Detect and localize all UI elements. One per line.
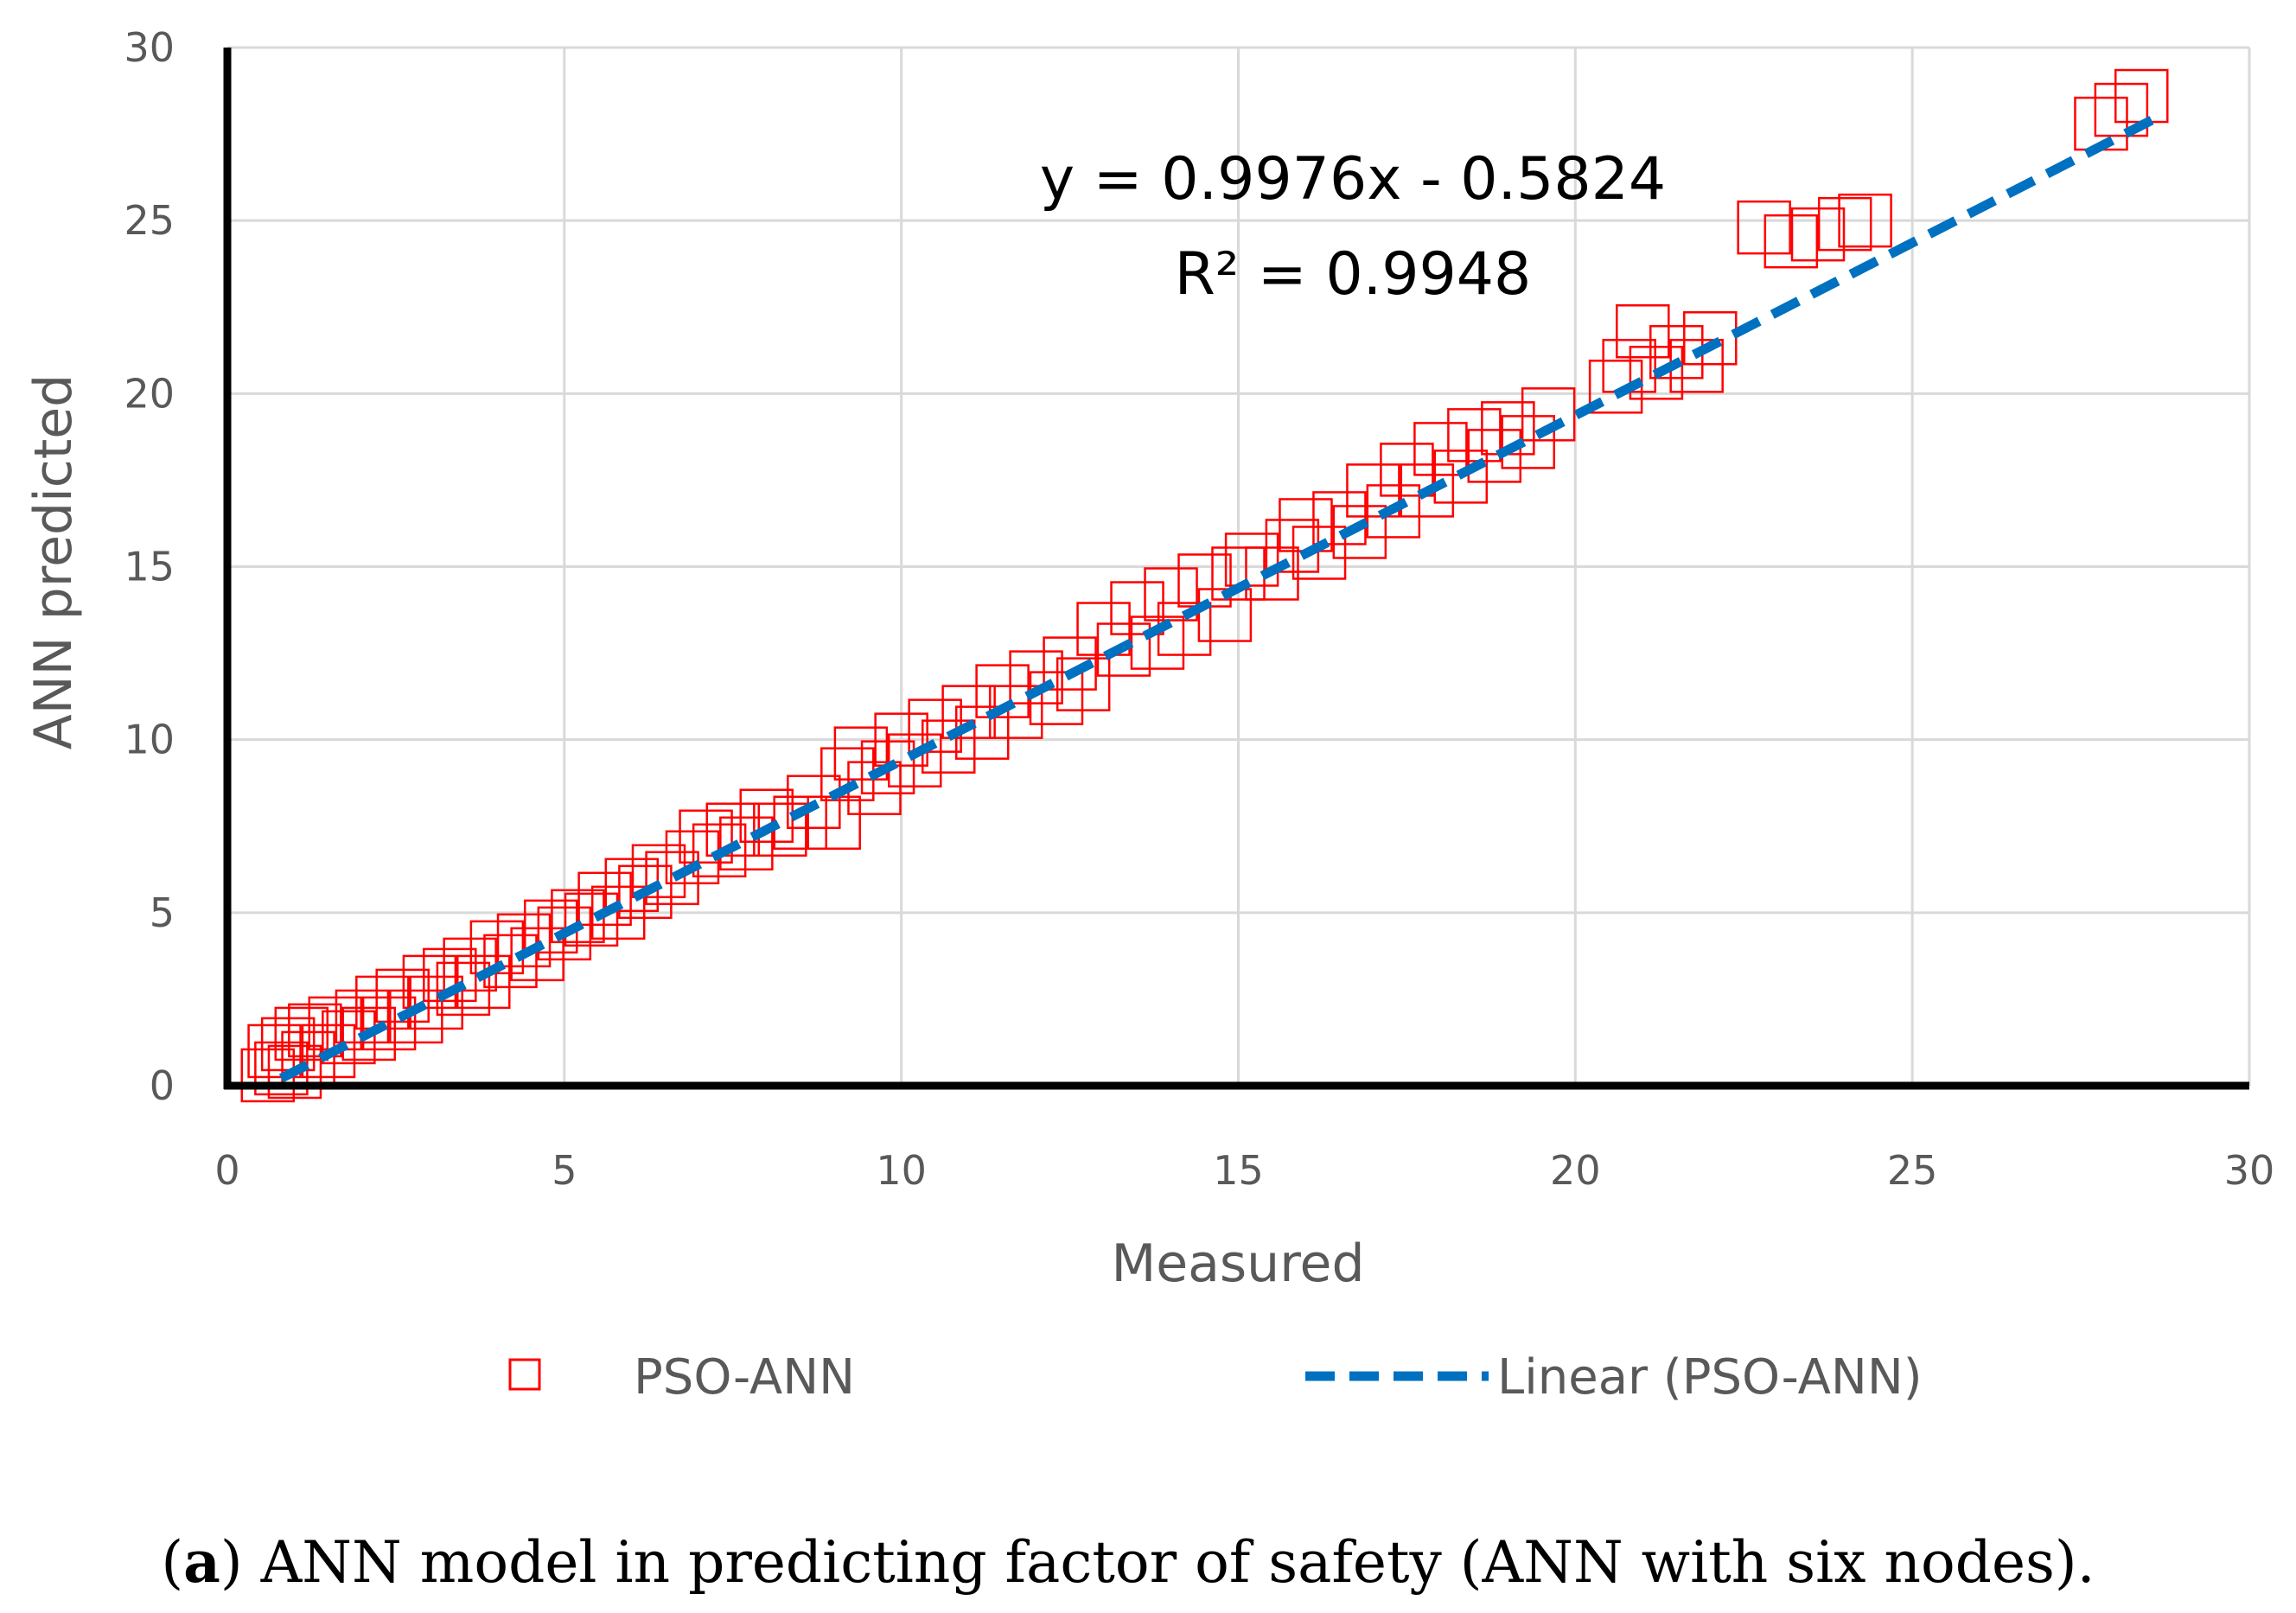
figure-caption: (a) ANN model in predicting factor of sa… [161, 1528, 2095, 1596]
data-point-64 [1096, 622, 1151, 677]
x-tick-label-3: 15 [1213, 1147, 1264, 1194]
data-point-51 [874, 712, 928, 767]
data-point-8 [301, 1023, 356, 1079]
data-point-20 [436, 961, 491, 1017]
x-tick-label-2: 10 [876, 1147, 927, 1194]
data-point-16 [389, 989, 443, 1044]
data-point-93 [1629, 346, 1684, 400]
data-point-4 [267, 1044, 322, 1100]
y-tick-labels: 0 5 10 15 20 25 30 [124, 24, 175, 1109]
x-axis-title: Measured [1111, 1234, 1364, 1294]
data-point-72 [1224, 532, 1279, 587]
y-tick-label-6: 30 [124, 24, 175, 71]
data-point-101 [1838, 193, 1892, 248]
data-point-88 [1501, 415, 1556, 469]
y-tick-label-3: 15 [124, 544, 175, 590]
trendline-equation: y = 0.9976x - 0.5824 [1040, 145, 1666, 214]
data-point-84 [1433, 449, 1489, 504]
data-point-80 [1366, 484, 1421, 539]
data-point-76 [1292, 526, 1347, 580]
data-point-73 [1245, 546, 1299, 601]
y-tick-label-2: 10 [124, 717, 175, 763]
data-point-10 [322, 1010, 376, 1065]
r-squared-label: R² = 0.9948 [1175, 240, 1532, 309]
data-point-36 [645, 851, 699, 906]
legend-label-linear: Linear (PSO-ANN) [1497, 1349, 1923, 1406]
data-point-19 [423, 947, 477, 1003]
data-point-83 [1413, 422, 1468, 476]
y-tick-label-5: 25 [124, 197, 175, 244]
data-point-77 [1312, 491, 1367, 545]
data-point-96 [1683, 311, 1738, 366]
y-tick-label-4: 20 [124, 370, 175, 417]
data-point-65 [1110, 581, 1164, 635]
data-point-81 [1380, 443, 1434, 497]
y-tick-label-0: 0 [150, 1062, 175, 1109]
data-point-43 [753, 802, 807, 858]
data-point-59 [1009, 650, 1063, 704]
data-point-85 [1447, 408, 1502, 462]
data-point-61 [1043, 636, 1097, 691]
x-tick-label-0: 0 [214, 1147, 239, 1194]
data-point-86 [1467, 429, 1522, 483]
data-point-92 [1616, 304, 1670, 359]
data-point-63 [1076, 602, 1131, 656]
data-point-78 [1332, 505, 1387, 559]
data-point-17 [402, 954, 457, 1010]
x-tick-label-1: 5 [552, 1147, 577, 1194]
legend-marker-pso-ann [508, 1358, 541, 1391]
x-tick-labels: 0 5 10 15 20 25 30 [214, 1147, 2274, 1194]
data-point-41 [719, 816, 774, 871]
data-point-12 [341, 1006, 396, 1062]
data-point-103 [2094, 82, 2149, 137]
data-point-82 [1400, 463, 1455, 518]
y-axis-title: ANN predicted [23, 374, 84, 750]
x-tick-label-4: 20 [1550, 1147, 1601, 1194]
data-point-62 [1056, 657, 1111, 711]
data-point-89 [1521, 387, 1576, 442]
data-point-100 [1817, 196, 1872, 252]
legend-label-pso-ann: PSO-ANN [634, 1349, 855, 1406]
x-tick-label-5: 25 [1887, 1147, 1938, 1194]
data-point-70 [1197, 588, 1253, 642]
caption-label: a [183, 1528, 220, 1596]
data-point-67 [1144, 567, 1198, 622]
data-point-7 [288, 1003, 342, 1058]
data-point-79 [1346, 463, 1400, 518]
legend: PSO-ANN Linear (PSO-ANN) [508, 1349, 1923, 1406]
y-tick-label-1: 5 [150, 889, 175, 936]
data-point-45 [787, 775, 841, 829]
caption-text: ANN model in predicting factor of safety… [243, 1529, 2095, 1596]
x-tick-label-6: 30 [2224, 1147, 2275, 1194]
data-point-104 [2114, 68, 2169, 124]
data-point-52 [888, 733, 942, 787]
